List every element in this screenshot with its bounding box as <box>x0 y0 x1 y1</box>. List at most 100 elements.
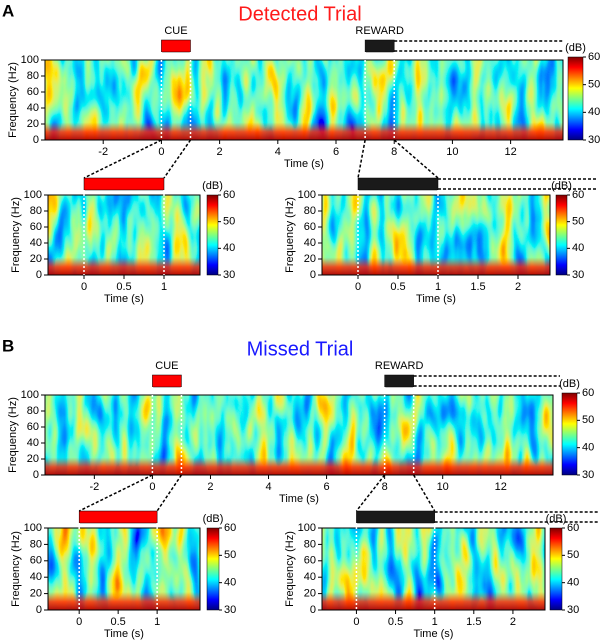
y-tick-label: 60 <box>304 555 316 567</box>
colorbar-tick-label: 60 <box>588 51 600 63</box>
y-tick-label: 60 <box>30 555 42 567</box>
panel-letter: B <box>2 336 14 355</box>
colorbar <box>549 527 563 611</box>
colorbar-label: (dB) <box>565 42 586 54</box>
y-tick-label: 80 <box>30 205 42 217</box>
y-tick-label: 20 <box>27 453 39 465</box>
colorbar-label: (dB) <box>551 180 572 192</box>
low-frequency-band <box>48 528 200 610</box>
x-tick-label: 0 <box>355 281 361 293</box>
colorbar-tick-label: 50 <box>572 216 584 228</box>
x-tick-label: 0 <box>353 616 359 628</box>
colorbar-tick-label: 30 <box>223 269 235 281</box>
colorbar-label: (dB) <box>546 513 567 525</box>
y-tick-label: 80 <box>304 205 316 217</box>
y-tick-label: 0 <box>36 269 42 281</box>
plot-frame <box>47 527 201 611</box>
colorbar-tick-label: 30 <box>224 604 236 616</box>
y-tick-label: 20 <box>27 118 39 130</box>
x-axis-label: Time (s) <box>279 493 319 505</box>
colorbar-label: (dB) <box>202 180 223 192</box>
colorbar-tick-label: 30 <box>588 134 600 146</box>
plot-frame <box>44 59 564 141</box>
colorbar-tick-label: 50 <box>223 216 235 228</box>
colorbar-label: (dB) <box>559 378 580 390</box>
x-axis-label: Time (s) <box>416 293 456 305</box>
zoom-line <box>393 139 439 179</box>
y-tick-label: 80 <box>27 70 39 82</box>
y-tick-label: 40 <box>27 102 39 114</box>
x-tick-label: 12 <box>495 481 507 493</box>
y-tick-label: 60 <box>30 221 42 233</box>
x-tick-label: 1 <box>432 616 438 628</box>
event-bar <box>364 39 395 53</box>
colorbar-tick-label: 40 <box>224 577 236 589</box>
x-tick-label: 12 <box>504 146 516 158</box>
y-tick-label: 40 <box>30 237 42 249</box>
y-tick-label: 0 <box>33 134 39 146</box>
x-tick-label: 10 <box>446 146 458 158</box>
x-tick-label: 0.5 <box>390 281 405 293</box>
x-tick-label: 1.5 <box>466 616 481 628</box>
x-axis-label: Time (s) <box>414 628 454 640</box>
x-tick-label: 6 <box>324 481 330 493</box>
y-axis-label: Frequency (Hz) <box>10 197 22 273</box>
colorbar-tick-label: 40 <box>223 242 235 254</box>
event-bar <box>78 510 158 524</box>
x-tick-label: 0.5 <box>388 616 403 628</box>
y-tick-label: 100 <box>21 389 39 401</box>
x-tick-label: 0.5 <box>116 281 131 293</box>
y-tick-label: 100 <box>298 189 316 201</box>
low-frequency-band <box>45 60 563 140</box>
x-tick-label: 0 <box>81 281 87 293</box>
x-tick-label: 1 <box>435 281 441 293</box>
x-tick-label: 0 <box>76 616 82 628</box>
colorbar <box>206 527 220 611</box>
low-frequency-band <box>45 395 553 475</box>
x-tick-label: 1 <box>161 281 167 293</box>
event-bar <box>357 177 439 191</box>
colorbar-tick-label: 60 <box>582 387 594 399</box>
x-tick-label: 2 <box>510 616 516 628</box>
x-tick-label: 0 <box>158 146 164 158</box>
zoom-line <box>163 139 192 179</box>
y-tick-label: 0 <box>33 469 39 481</box>
x-tick-label: 2 <box>515 281 521 293</box>
y-tick-label: 40 <box>304 237 316 249</box>
event-bar <box>83 177 165 191</box>
event-bar <box>356 510 435 524</box>
event-label: REWARD <box>375 360 424 372</box>
colorbar-tick-label: 50 <box>567 549 579 561</box>
colorbar-tick-label: 40 <box>588 106 600 118</box>
section-title: Missed Trial <box>247 338 354 360</box>
x-tick-label: 0 <box>149 481 155 493</box>
y-tick-label: 80 <box>304 538 316 550</box>
y-tick-label: 20 <box>304 253 316 265</box>
y-tick-label: 40 <box>27 437 39 449</box>
y-tick-label: 60 <box>27 86 39 98</box>
colorbar-tick-label: 60 <box>223 189 235 201</box>
x-tick-label: 8 <box>391 146 397 158</box>
zoom-line <box>83 139 162 179</box>
colorbar-tick-label: 40 <box>572 242 584 254</box>
y-tick-label: 20 <box>30 588 42 600</box>
y-axis-label: Frequency (Hz) <box>284 531 296 607</box>
x-tick-label: -2 <box>89 481 99 493</box>
zoom-line <box>156 474 183 512</box>
colorbar <box>561 392 578 476</box>
colorbar <box>567 56 584 141</box>
x-tick-label: 2 <box>207 481 213 493</box>
x-axis-label: Time (s) <box>104 293 144 305</box>
x-tick-label: 4 <box>275 146 281 158</box>
plot-frame <box>321 527 546 611</box>
panel-letter: A <box>2 1 14 20</box>
plot-frame <box>321 194 551 276</box>
x-tick-label: 1 <box>154 616 160 628</box>
y-tick-label: 40 <box>30 571 42 583</box>
plot-frame <box>44 394 554 476</box>
x-tick-label: 8 <box>382 481 388 493</box>
y-axis-label: Frequency (Hz) <box>10 531 22 607</box>
colorbar <box>555 194 568 276</box>
colorbar-tick-label: 60 <box>572 189 584 201</box>
